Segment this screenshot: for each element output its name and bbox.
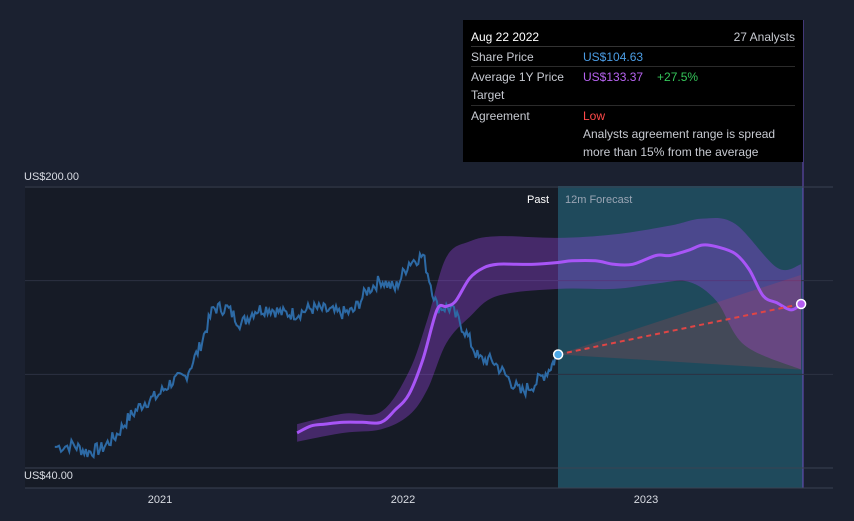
- forecast-label: 12m Forecast: [565, 194, 632, 206]
- price-target-label: Average 1Y Price Target: [471, 70, 564, 102]
- price-target-row: Average 1Y Price Target US$133.37 +27.5%: [471, 67, 795, 106]
- y-label-top: US$200.00: [24, 171, 79, 183]
- target-range-band: [297, 217, 802, 442]
- info-tooltip: Aug 22 2022 27 Analysts Share Price US$1…: [463, 20, 803, 162]
- current-price-dot[interactable]: [552, 349, 564, 360]
- agreement-description: Analysts agreement range is spread more …: [583, 127, 776, 159]
- x-tick-2021: 2021: [148, 494, 172, 506]
- x-tick-2023: 2023: [634, 494, 658, 506]
- share-price-line: [54, 250, 559, 460]
- past-label: Past: [527, 194, 549, 206]
- price-target-line: [296, 243, 803, 435]
- y-label-bottom: US$40.00: [24, 470, 73, 482]
- price-target-value: US$133.37: [583, 70, 644, 84]
- share-price-label: Share Price: [471, 49, 534, 64]
- analyst-count: 27 Analysts: [733, 29, 795, 44]
- share-price-value: US$104.63: [583, 49, 644, 64]
- tooltip-date: Aug 22 2022: [471, 29, 540, 44]
- forecast-region: [558, 186, 803, 488]
- tooltip-header: Aug 22 2022 27 Analysts: [471, 27, 795, 47]
- forecast-cone: [558, 274, 802, 370]
- price-target-change: +27.5%: [657, 70, 699, 84]
- x-tick-2022: 2022: [391, 494, 415, 506]
- agreement-label: Agreement: [471, 109, 530, 123]
- share-price-row: Share Price US$104.63: [471, 47, 795, 67]
- agreement-row: Agreement Low Analysts agreement range i…: [471, 106, 795, 161]
- agreement-values: Low Analysts agreement range is spread m…: [583, 107, 795, 161]
- past-region: [25, 186, 558, 488]
- target-price-dot[interactable]: [795, 298, 807, 310]
- price-target-values: US$133.37 +27.5%: [583, 68, 795, 105]
- agreement-value: Low: [583, 109, 606, 123]
